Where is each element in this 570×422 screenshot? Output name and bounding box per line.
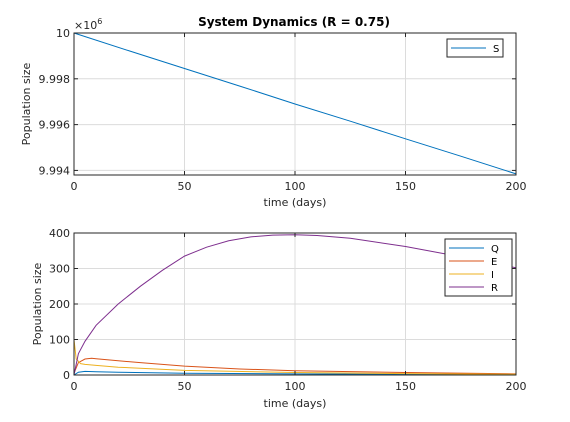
- series-line-E: [73, 357, 517, 375]
- y-tick-label: 400: [49, 227, 70, 240]
- y-tick-label: 100: [49, 334, 70, 347]
- x-tick-label: 100: [285, 180, 306, 193]
- x-tick-label: 200: [506, 380, 527, 393]
- x-tick-label: 50: [178, 380, 192, 393]
- exponent-label: ×106: [74, 17, 102, 32]
- legend-label: Q: [491, 244, 499, 255]
- x-tick-label: 0: [71, 180, 78, 193]
- x-tick-label: 150: [395, 180, 416, 193]
- series-group: [73, 32, 517, 175]
- legend-label: R: [491, 283, 498, 294]
- series-group: [73, 234, 517, 376]
- series-line-Q: [73, 370, 517, 376]
- x-tick-label: 150: [395, 380, 416, 393]
- y-tick-label: 300: [49, 263, 70, 276]
- y-tick-label: 10: [56, 27, 70, 40]
- series-line-I: [73, 339, 517, 375]
- y-tick-label: 9.996: [39, 119, 71, 132]
- y-tick-label: 0: [63, 369, 70, 382]
- y-axis-label: Population size: [20, 62, 33, 145]
- y-axis-label: Population size: [31, 262, 44, 345]
- x-tick-label: 50: [178, 180, 192, 193]
- legend-label: S: [493, 44, 499, 55]
- legend-label: I: [491, 270, 494, 281]
- chart-title: System Dynamics (R = 0.75): [198, 15, 390, 29]
- y-tick-label: 9.994: [39, 164, 71, 177]
- x-axis-label: time (days): [264, 196, 327, 209]
- ticks: 0 50 100 150 200 0 100 200 300 400: [49, 227, 527, 393]
- series-line-S: [73, 32, 517, 175]
- ticks: 0 50 100 150 200 9.994 9.996 9.998 10: [39, 27, 527, 193]
- x-axis-label: time (days): [264, 397, 327, 410]
- bottom-subplot: 0 50 100 150 200 0 100 200 300 400 time (days) Po…: [31, 227, 527, 410]
- y-tick-label: 200: [49, 298, 70, 311]
- x-tick-label: 100: [285, 380, 306, 393]
- legend: S: [446, 38, 504, 58]
- y-tick-label: 9.998: [39, 73, 71, 86]
- legend-label: E: [491, 257, 497, 268]
- series-line-R: [73, 234, 517, 376]
- top-subplot: System Dynamics (R = 0.75) 0 50 100 150 200 9…: [20, 15, 527, 209]
- x-tick-label: 0: [71, 380, 78, 393]
- x-tick-label: 200: [506, 180, 527, 193]
